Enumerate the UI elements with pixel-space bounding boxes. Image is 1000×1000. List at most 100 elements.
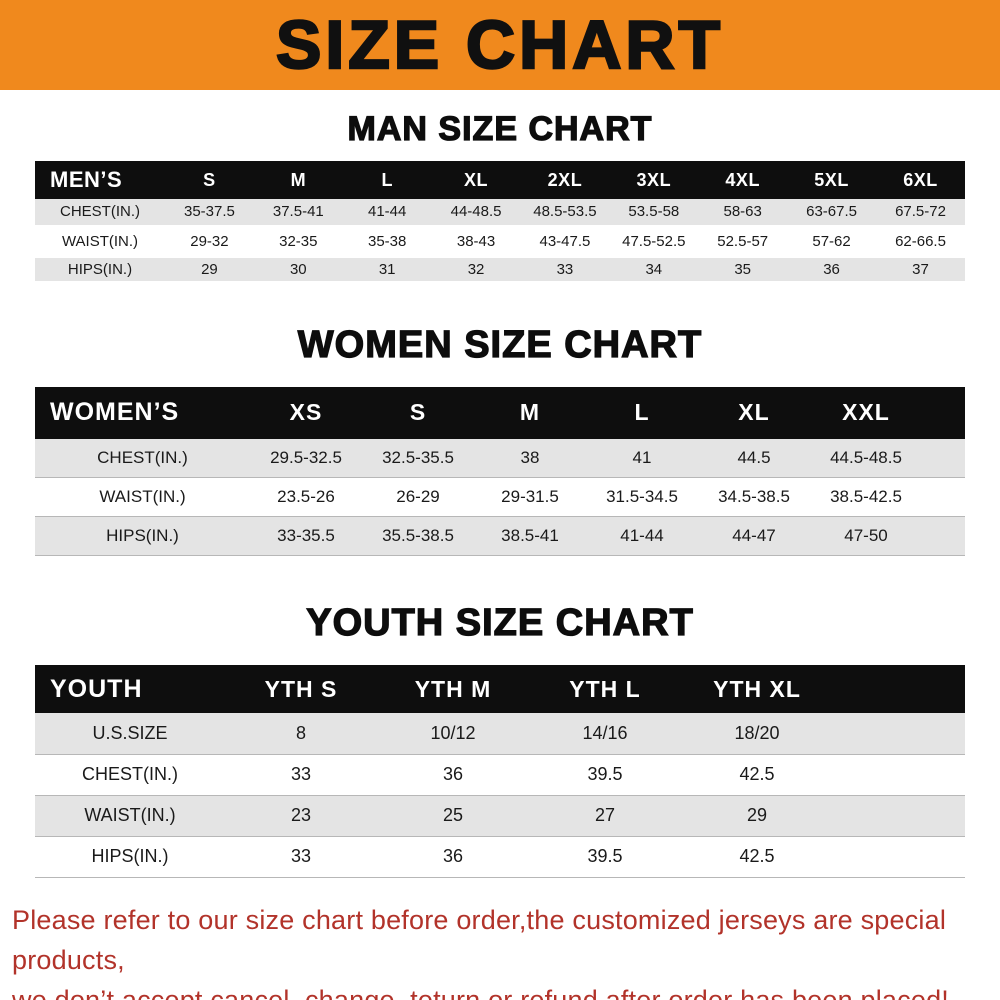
- data-cell: 10/12: [430, 722, 476, 743]
- notice-line-1: Please refer to our size chart before or…: [12, 904, 947, 975]
- mens-table-title-cell: MEN’S: [35, 161, 165, 199]
- data-cell: 37.5-41: [272, 203, 324, 221]
- spacer-cell: [922, 517, 965, 556]
- womens-size-header-cell: XL: [698, 386, 810, 439]
- data-cell: 23.5-26: [277, 487, 335, 506]
- mens-size-table: MEN’S S M L XL 2XL 3XL 4XL 5XL 6XL CHEST(IN.) 35-37…: [35, 161, 965, 286]
- youth-table-row: WAIST(IN.) 23 25 27 29: [35, 795, 965, 836]
- youth-size-table: YOUTH YTH S YTH M YTH L YTH XL U.S.SIZE 8 10/12…: [35, 665, 965, 878]
- mens-size-header-cell: S: [165, 161, 254, 199]
- data-cell: 27: [594, 805, 616, 825]
- data-cell: 30: [289, 260, 307, 278]
- data-cell: 33-35.5: [277, 526, 335, 545]
- data-cell: 48.5-53.5: [533, 203, 597, 221]
- order-notice: Please refer to our size chart before or…: [0, 900, 1000, 1000]
- womens-size-header-cell: L: [586, 386, 698, 439]
- data-cell: 29-31.5: [501, 487, 559, 506]
- data-cell: 43-47.5: [539, 232, 591, 250]
- row-label: WAIST(IN.): [84, 805, 176, 825]
- youth-table-title-cell: YOUTH: [35, 665, 225, 713]
- data-cell: 36: [442, 764, 464, 784]
- womens-section-heading: WOMEN SIZE CHART: [297, 323, 703, 366]
- spacer-cell: [833, 836, 965, 877]
- row-label: CHEST(IN.): [60, 203, 140, 221]
- mens-size-header-cell: XL: [431, 161, 521, 199]
- youth-size-header-cell: YTH S: [225, 665, 377, 713]
- data-cell: 29.5-32.5: [270, 447, 342, 467]
- womens-table-title-cell: WOMEN’S: [35, 386, 250, 439]
- data-cell: 8: [295, 722, 306, 743]
- data-cell: 67.5-72: [895, 203, 946, 221]
- data-cell: 53.5-58: [628, 203, 680, 221]
- mens-size-header-cell: 2XL: [520, 161, 610, 199]
- youth-size-header-cell: YTH XL: [681, 665, 833, 713]
- data-cell: 25: [442, 805, 464, 825]
- spacer-cell: [922, 439, 965, 478]
- youth-table-row: U.S.SIZE 8 10/12 14/16 18/20: [35, 713, 965, 754]
- data-cell: 58-63: [723, 203, 762, 221]
- mens-header-row: MEN’S S M L XL 2XL 3XL 4XL 5XL 6XL: [35, 161, 965, 199]
- data-cell: 41: [632, 447, 652, 467]
- womens-table-row: WAIST(IN.) 23.5-26 26-29 29-31.5 31.5-34.5 34…: [35, 477, 965, 517]
- section-womens: WOMEN SIZE CHART WOMEN’S XS S M L XL XXL CHEST(I…: [0, 323, 1000, 557]
- data-cell: 39.5: [587, 764, 623, 784]
- data-cell: 33: [290, 846, 312, 866]
- data-cell: 44.5: [737, 447, 771, 467]
- section-youth: YOUTH SIZE CHART YOUTH YTH S YTH M YTH L YTH …: [0, 601, 1000, 878]
- notice-line-2: we don’t accept cancel, change, teturn o…: [12, 984, 949, 1000]
- womens-header-row: WOMEN’S XS S M L XL XXL: [35, 386, 965, 439]
- data-cell: 32.5-35.5: [382, 447, 454, 467]
- data-cell: 31.5-34.5: [606, 487, 678, 506]
- mens-size-header-cell: 4XL: [698, 161, 788, 199]
- data-cell: 36: [823, 260, 840, 278]
- youth-header-row: YOUTH YTH S YTH M YTH L YTH XL: [35, 665, 965, 713]
- data-cell: 63-67.5: [806, 203, 857, 221]
- data-cell: 42.5: [739, 764, 775, 784]
- womens-size-header-cell: M: [474, 386, 586, 439]
- mens-size-header-cell: 6XL: [876, 161, 965, 199]
- youth-size-header-cell: YTH M: [377, 665, 529, 713]
- page-title: SIZE CHART: [275, 6, 724, 85]
- mens-section-heading: MAN SIZE CHART: [347, 109, 653, 148]
- womens-table-row: CHEST(IN.) 29.5-32.5 32.5-35.5 38 41 44.5 44.5…: [35, 438, 965, 478]
- data-cell: 33: [290, 764, 312, 784]
- data-cell: 31: [378, 260, 396, 278]
- spacer-cell: [833, 754, 965, 795]
- spacer-cell: [833, 665, 965, 713]
- data-cell: 44-48.5: [450, 203, 502, 221]
- womens-table-row: HIPS(IN.) 33-35.5 35.5-38.5 38.5-41 41-44 44-…: [35, 516, 965, 556]
- data-cell: 41-44: [620, 526, 664, 545]
- mens-table-row: WAIST(IN.) 29-32 32-35 35-38 38-43 43-47.5 47.…: [35, 227, 965, 255]
- data-cell: 52.5-57: [717, 232, 769, 250]
- row-label: HIPS(IN.): [67, 260, 133, 278]
- data-cell: 47.5-52.5: [622, 232, 686, 250]
- data-cell: 38: [520, 447, 540, 467]
- youth-table-row: CHEST(IN.) 33 36 39.5 42.5: [35, 754, 965, 795]
- mens-size-header-cell: M: [253, 161, 343, 199]
- data-cell: 14/16: [582, 722, 628, 743]
- womens-size-header-cell: S: [362, 386, 474, 439]
- data-cell: 35-37.5: [184, 203, 235, 221]
- spacer-cell: [833, 795, 965, 836]
- womens-size-table: WOMEN’S XS S M L XL XXL CHEST(IN.) 29.5-32.5 32.5…: [35, 386, 965, 557]
- data-cell: 23: [290, 805, 312, 825]
- data-cell: 62-66.5: [895, 232, 946, 250]
- row-label: CHEST(IN.): [97, 447, 188, 467]
- spacer-cell: [922, 478, 965, 517]
- data-cell: 47-50: [844, 526, 888, 545]
- youth-size-header-cell: YTH L: [529, 665, 681, 713]
- mens-size-header-cell: 3XL: [609, 161, 699, 199]
- data-cell: 18/20: [734, 722, 780, 743]
- mens-table-row: CHEST(IN.) 35-37.5 37.5-41 41-44 44-48.5 48.5…: [35, 199, 965, 227]
- youth-table-row: HIPS(IN.) 33 36 39.5 42.5: [35, 836, 965, 877]
- data-cell: 35-38: [368, 232, 407, 250]
- mens-size-header-cell: 5XL: [787, 161, 876, 199]
- banner: SIZE CHART: [0, 0, 1000, 90]
- section-mens: MAN SIZE CHART MEN’S S M L XL 2XL 3XL 4XL 5XL 6XL C…: [0, 109, 1000, 286]
- mens-size-header-cell: L: [342, 161, 432, 199]
- row-label: WAIST(IN.): [61, 232, 139, 250]
- data-cell: 42.5: [739, 846, 775, 866]
- data-cell: 38.5-42.5: [830, 487, 902, 506]
- data-cell: 44-47: [732, 526, 776, 545]
